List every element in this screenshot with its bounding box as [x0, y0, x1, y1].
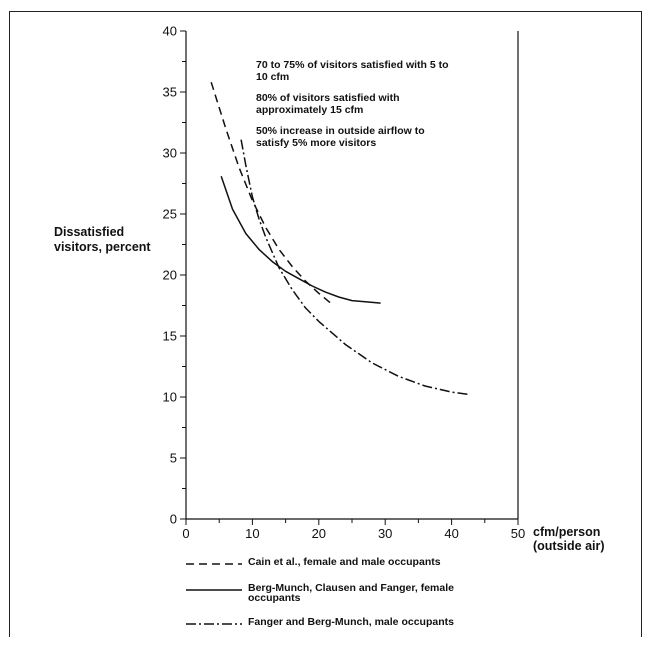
y-tick-label-15: 15: [163, 329, 177, 344]
legend-item-fanger-berg-munch: Fanger and Berg-Munch, male occupants: [186, 617, 526, 643]
x-axis-label-line-2: (outside air): [533, 539, 605, 553]
legend-item-cain: Cain et al., female and male occupants: [186, 557, 526, 583]
annotation-airflow-increase: 50% increase in outside airflow to satis…: [256, 125, 425, 149]
y-tick-label-25: 25: [163, 207, 177, 222]
annotations: 70 to 75% of visitors satisfied with 5 t…: [256, 59, 486, 158]
y-tick-label-10: 10: [163, 390, 177, 405]
legend-label-fanger-berg-munch: Fanger and Berg-Munch, male occupants: [248, 616, 454, 628]
x-tick-label-20: 20: [312, 526, 326, 541]
legend-swatch-dashdot: [186, 623, 242, 625]
ticks: 0 5 10 15 20 25 30 35 40 0 10 20 30 40 50: [163, 24, 526, 542]
annotation-satisfied-5-10: 70 to 75% of visitors satisfied with 5 t…: [256, 59, 449, 83]
y-tick-label-5: 5: [170, 451, 177, 466]
series-line-2-solid: [220, 175, 381, 304]
x-tick-label-40: 40: [444, 526, 458, 541]
y-axis-label: Dissatisfied visitors, percent: [54, 225, 151, 255]
x-axis-label: cfm/person (outside air): [533, 525, 605, 553]
y-axis-label-line-1: Dissatisfied: [54, 225, 125, 239]
x-tick-label-10: 10: [245, 526, 259, 541]
legend-swatch-solid: [186, 589, 242, 591]
y-tick-label-35: 35: [163, 85, 177, 100]
x-tick-label-50: 50: [511, 526, 525, 541]
y-tick-label-20: 20: [163, 268, 177, 283]
series-lines: [210, 81, 471, 396]
legend-label-berg-munch-clausen-fanger: Berg-Munch, Clausen and Fanger, female o…: [248, 582, 454, 604]
y-tick-label-40: 40: [163, 24, 177, 39]
legend-label-cain: Cain et al., female and male occupants: [248, 556, 441, 568]
legend: Cain et al., female and male occupants B…: [186, 557, 526, 643]
y-tick-label-0: 0: [170, 512, 177, 527]
series-line-1-dashed: [210, 81, 333, 305]
legend-swatch-dashed: [186, 563, 242, 565]
x-axis-label-line-1: cfm/person: [533, 525, 601, 539]
series-line-3-dashdot: [240, 139, 471, 396]
legend-item-berg-munch-clausen-fanger: Berg-Munch, Clausen and Fanger, female o…: [186, 583, 526, 609]
x-tick-label-0: 0: [182, 526, 189, 541]
x-tick-label-30: 30: [378, 526, 392, 541]
annotation-satisfied-15: 80% of visitors satisfied with approxima…: [256, 92, 400, 116]
figure-frame: [9, 11, 642, 637]
y-tick-label-30: 30: [163, 146, 177, 161]
y-axis-label-line-2: visitors, percent: [54, 240, 151, 254]
